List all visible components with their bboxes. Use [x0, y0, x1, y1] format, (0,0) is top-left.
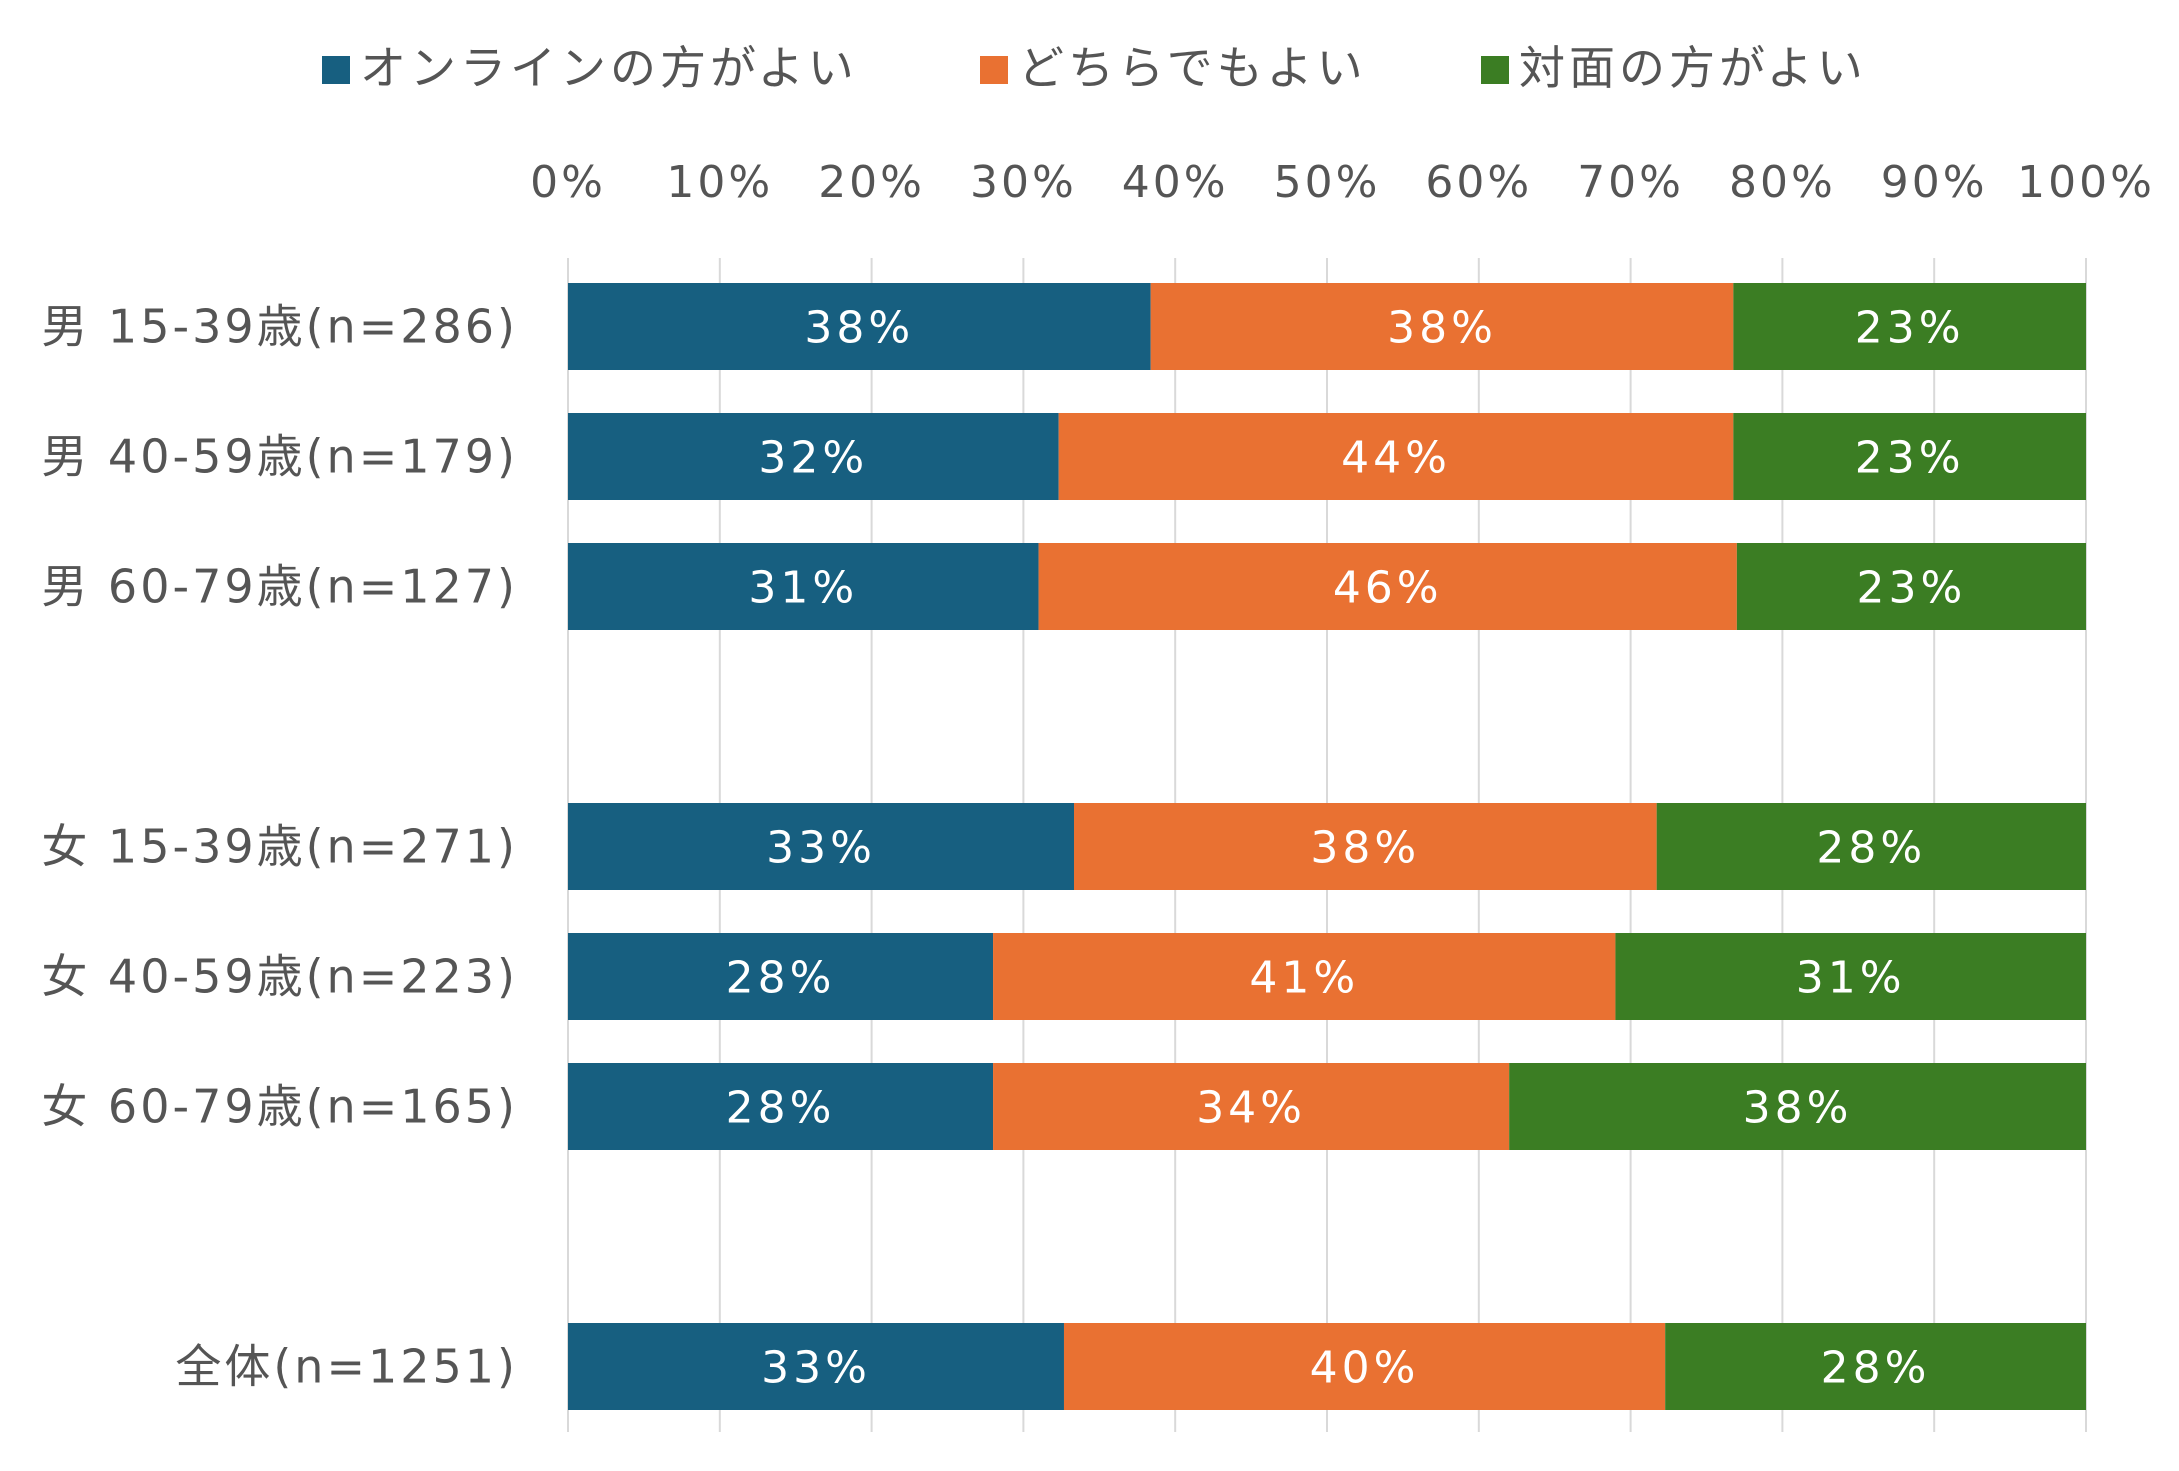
x-axis-ticks: 0% 10% 20% 30% 40% 50% 60% 70% 80% 90% 100% [530, 157, 2155, 208]
bar-label-5-2: 31% [1796, 953, 1906, 1004]
category-label-4: 女 15-39歳(n=271) [41, 820, 518, 874]
bar-segment-8-1 [1063, 1323, 1666, 1410]
bar-segment-8-0 [568, 1323, 1064, 1410]
bar-label-6-2: 38% [1743, 1083, 1853, 1134]
x-tick-label-9: 90% [1881, 157, 1988, 208]
bar-segment-1-0 [568, 413, 1059, 500]
bar-segment-2-0 [568, 543, 1039, 630]
x-tick-label-3: 30% [970, 157, 1077, 208]
bar-label-5-0: 28% [726, 953, 836, 1004]
bar-label-2-0: 31% [748, 563, 858, 614]
bar-segment-2-1 [1038, 543, 1737, 630]
bar-label-4-1: 38% [1310, 823, 1420, 874]
bar-label-1-2: 23% [1855, 433, 1965, 484]
bar-label-0-0: 38% [804, 303, 914, 354]
bar-segment-4-1 [1074, 803, 1657, 890]
category-label-6: 女 60-79歳(n=165) [41, 1080, 518, 1134]
x-tick-label-10: 100% [2017, 157, 2155, 208]
legend-swatch-0 [322, 56, 350, 84]
bar-label-6-1: 34% [1196, 1083, 1306, 1134]
x-tick-label-4: 40% [1122, 157, 1229, 208]
bar-segment-5-2 [1615, 933, 2086, 1020]
bar-segment-2-2 [1736, 543, 2086, 630]
x-tick-label-0: 0% [530, 157, 606, 208]
legend-label-0: オンラインの方がよい [360, 41, 858, 95]
category-label-2: 男 60-79歳(n=127) [41, 560, 518, 614]
bar-segment-1-1 [1058, 413, 1734, 500]
bar-segment-8-2 [1665, 1323, 2086, 1410]
category-label-1: 男 40-59歳(n=179) [41, 430, 518, 484]
legend-label-1: どちらでもよい [1018, 41, 1367, 95]
bar-label-2-2: 23% [1857, 563, 1967, 614]
legend: オンラインの方がよい どちらでもよい 対面の方がよい [322, 41, 1867, 95]
bar-segment-6-2 [1509, 1063, 2086, 1150]
bar-label-8-2: 28% [1821, 1343, 1931, 1394]
category-labels: 男 15-39歳(n=286) 男 40-59歳(n=179) 男 60-79歳(n… [41, 300, 518, 1394]
x-tick-label-2: 20% [818, 157, 925, 208]
bar-label-4-0: 33% [766, 823, 876, 874]
legend-swatch-1 [980, 56, 1008, 84]
bars: 38% 38% 23% 32% 44% 23% 31% 46% 23% 33% 38% 28% 28% 4… [568, 283, 2086, 1410]
bar-label-0-1: 38% [1387, 303, 1497, 354]
bar-label-0-2: 23% [1855, 303, 1965, 354]
bar-segment-6-1 [993, 1063, 1510, 1150]
bar-segment-0-2 [1733, 283, 2086, 370]
bar-label-4-2: 28% [1816, 823, 1926, 874]
x-tick-label-5: 50% [1274, 157, 1381, 208]
bar-label-1-1: 44% [1341, 433, 1451, 484]
bar-label-6-0: 28% [726, 1083, 836, 1134]
legend-swatch-2 [1481, 56, 1509, 84]
category-label-8: 全体(n=1251) [175, 1340, 518, 1394]
x-tick-label-8: 80% [1729, 157, 1836, 208]
bar-label-1-0: 32% [758, 433, 868, 484]
bar-segment-5-0 [568, 933, 994, 1020]
bar-segment-4-0 [568, 803, 1074, 890]
bar-segment-1-2 [1733, 413, 2086, 500]
bar-segment-4-2 [1656, 803, 2086, 890]
bar-label-8-1: 40% [1310, 1343, 1420, 1394]
bar-label-5-1: 41% [1249, 953, 1359, 1004]
x-tick-label-7: 70% [1577, 157, 1684, 208]
bar-segment-6-0 [568, 1063, 994, 1150]
bar-segment-0-1 [1150, 283, 1734, 370]
x-tick-label-1: 10% [666, 157, 773, 208]
category-label-0: 男 15-39歳(n=286) [41, 300, 518, 354]
legend-label-2: 対面の方がよい [1519, 41, 1867, 95]
bar-segment-5-1 [993, 933, 1616, 1020]
bar-label-8-0: 33% [761, 1343, 871, 1394]
bar-segment-0-0 [568, 283, 1151, 370]
bar-label-2-1: 46% [1333, 563, 1443, 614]
x-tick-label-6: 60% [1425, 157, 1532, 208]
category-label-5: 女 40-59歳(n=223) [41, 950, 518, 1004]
